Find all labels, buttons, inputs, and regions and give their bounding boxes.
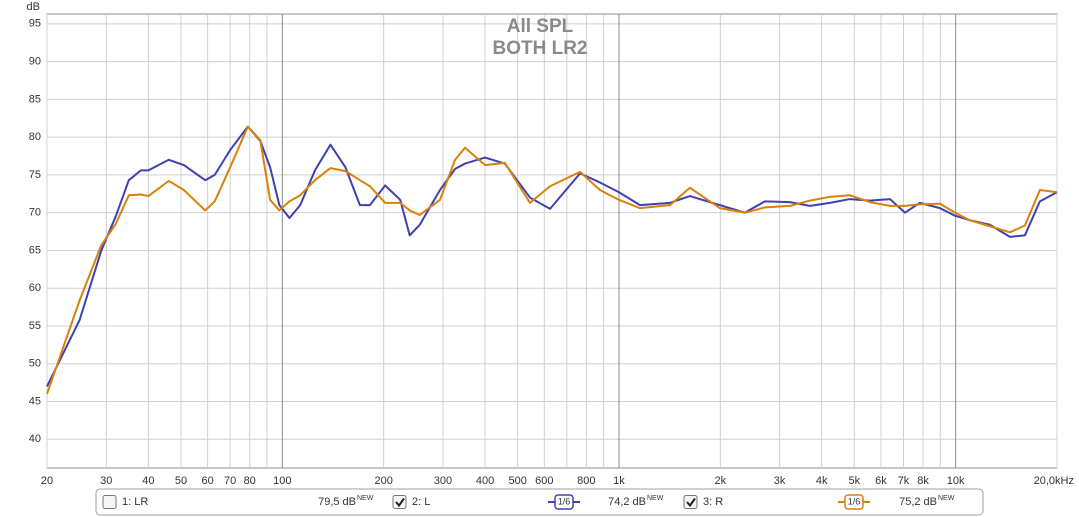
smoothing-label: 1/6 bbox=[558, 496, 571, 506]
x-tick-label: 70 bbox=[224, 475, 236, 487]
legend-badge: NEW bbox=[357, 495, 374, 502]
y-tick-label: 85 bbox=[29, 93, 41, 105]
legend-label: 2: L bbox=[412, 496, 430, 508]
x-tick-label: 200 bbox=[374, 475, 392, 487]
x-tick-label: 6k bbox=[875, 475, 887, 487]
legend-checkbox[interactable] bbox=[102, 495, 117, 509]
x-tick-label: 60 bbox=[202, 475, 214, 487]
x-tick-label: 100 bbox=[273, 475, 291, 487]
x-tick-label: 5k bbox=[848, 475, 860, 487]
x-tick-label: 80 bbox=[244, 475, 256, 487]
x-tick-label: 600 bbox=[535, 475, 553, 487]
chart-subtitle: BOTH LR2 bbox=[493, 38, 588, 59]
y-tick-label: 65 bbox=[29, 244, 41, 256]
lines bbox=[46, 125, 1058, 395]
legend-checkbox[interactable] bbox=[392, 495, 407, 509]
legend-label: 3: R bbox=[703, 496, 723, 508]
x-tick-label: 2k bbox=[715, 475, 727, 487]
x-tick-label: 400 bbox=[476, 475, 494, 487]
checkmark bbox=[686, 497, 696, 508]
chart-title: All SPL bbox=[507, 16, 574, 37]
legend-badge: NEW bbox=[647, 495, 664, 502]
legend-label: 1: LR bbox=[122, 496, 148, 508]
x-tick-label: 10k bbox=[947, 475, 965, 487]
smoothing-button[interactable] bbox=[844, 494, 864, 510]
x-tick-label: 800 bbox=[577, 475, 595, 487]
checkmark bbox=[395, 497, 405, 508]
smoothing-label: 1/6 bbox=[848, 496, 861, 506]
y-tick-label: 80 bbox=[29, 131, 41, 143]
x-tick-label: 8k bbox=[917, 475, 929, 487]
y-tick-label: 60 bbox=[29, 282, 41, 294]
legend-level: 79,5 dB bbox=[318, 496, 356, 508]
y-tick-label: 75 bbox=[29, 169, 41, 181]
smoothing-button[interactable] bbox=[554, 494, 574, 510]
x-tick-label: 3k bbox=[774, 475, 786, 487]
series-line bbox=[46, 125, 1058, 387]
legend-checkbox[interactable] bbox=[683, 495, 698, 509]
x-tick-label: 4k bbox=[816, 475, 828, 487]
x-tick-label: 30 bbox=[100, 475, 112, 487]
x-tick-label: 20,0kHz bbox=[1034, 475, 1074, 487]
x-tick-label: 50 bbox=[175, 475, 187, 487]
y-tick-label: 45 bbox=[29, 395, 41, 407]
y-tick-label: 50 bbox=[29, 358, 41, 370]
y-tick-label: 70 bbox=[29, 207, 41, 219]
y-tick-label: 95 bbox=[29, 18, 41, 30]
x-tick-label: 20 bbox=[41, 475, 53, 487]
legend-level: 75,2 dB bbox=[899, 496, 937, 508]
plot-area bbox=[46, 13, 1058, 469]
grid bbox=[46, 14, 1058, 468]
x-tick-label: 7k bbox=[898, 475, 910, 487]
legend-level: 74,2 dB bbox=[608, 496, 646, 508]
x-tick-label: 500 bbox=[508, 475, 526, 487]
y-axis-label: dB bbox=[27, 1, 40, 13]
x-tick-label: 300 bbox=[434, 475, 452, 487]
legend-badge: NEW bbox=[938, 495, 955, 502]
y-tick-label: 90 bbox=[29, 55, 41, 67]
y-tick-label: 40 bbox=[29, 433, 41, 445]
x-tick-label: 1k bbox=[613, 475, 625, 487]
series-line bbox=[46, 125, 1058, 395]
legend-box bbox=[95, 488, 984, 516]
legend: 1: LR 79,5 dB NEW 2: L 1/6 74,2 dB NEW 3: R 1/6 7… bbox=[102, 494, 955, 510]
y-tick-label: 55 bbox=[29, 320, 41, 332]
x-tick-label: 40 bbox=[142, 475, 154, 487]
